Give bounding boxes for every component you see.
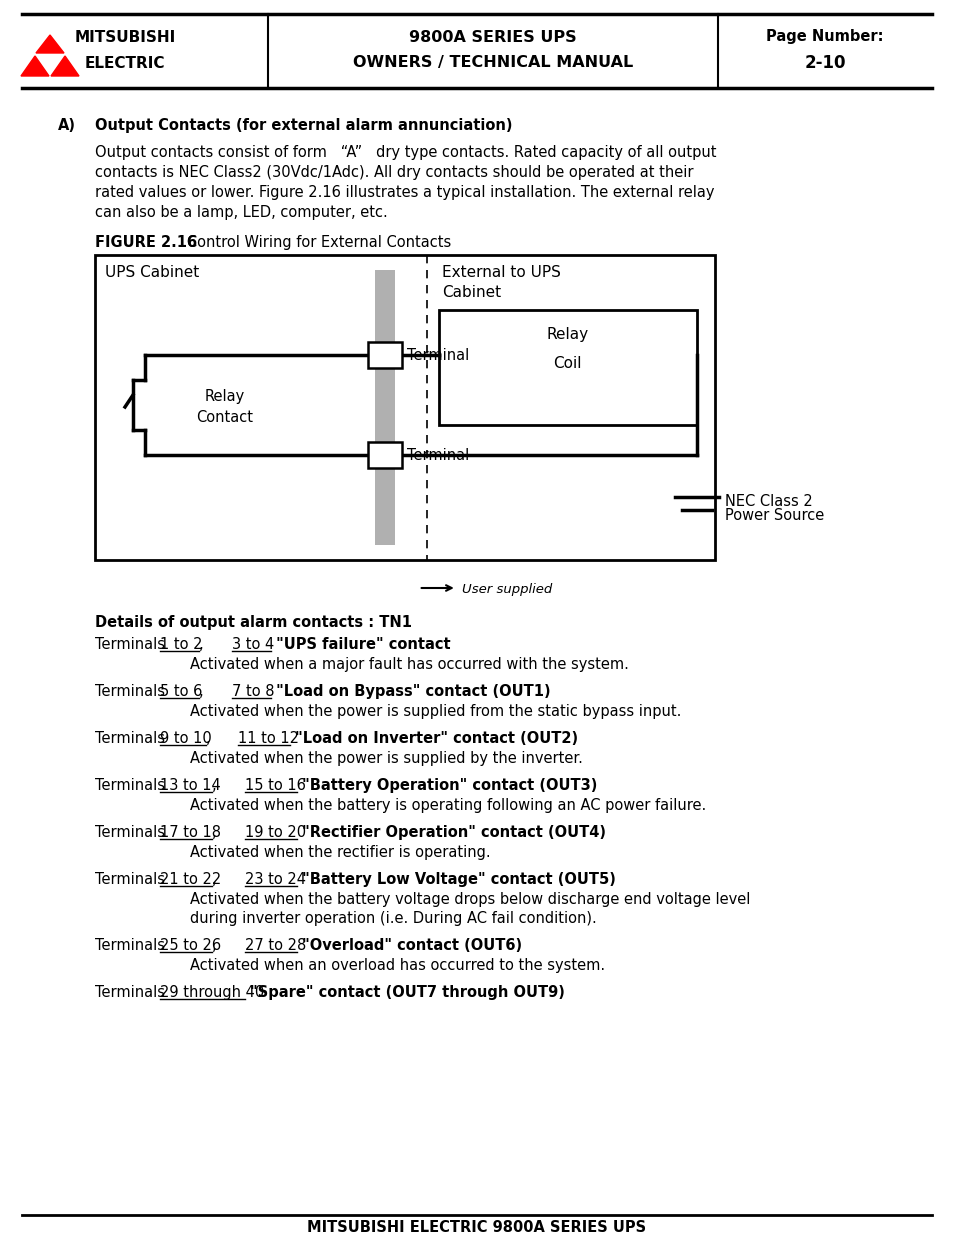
Text: 2-10: 2-10 — [803, 54, 845, 72]
Text: Terminals: Terminals — [95, 986, 170, 1000]
Text: NEC Class 2: NEC Class 2 — [724, 494, 812, 510]
Text: Activated when a major fault has occurred with the system.: Activated when a major fault has occurre… — [190, 657, 628, 672]
Text: 5 to 6: 5 to 6 — [160, 684, 202, 699]
Polygon shape — [36, 35, 64, 53]
Text: Relay: Relay — [205, 389, 245, 405]
Text: "Battery Low Voltage" contact (OUT5): "Battery Low Voltage" contact (OUT5) — [296, 872, 615, 887]
Polygon shape — [51, 56, 79, 77]
Text: Power Source: Power Source — [724, 508, 823, 522]
Text: during inverter operation (i.e. During AC fail condition).: during inverter operation (i.e. During A… — [190, 911, 597, 926]
Text: 13 to 14: 13 to 14 — [160, 778, 220, 793]
Text: Terminals: Terminals — [95, 637, 170, 652]
Text: "Rectifier Operation" contact (OUT4): "Rectifier Operation" contact (OUT4) — [296, 825, 605, 840]
Text: 19 to 20: 19 to 20 — [245, 825, 306, 840]
Text: 29 through 40: 29 through 40 — [160, 986, 264, 1000]
Text: contacts is NEC Class2 (30Vdc/1Adc). All dry contacts should be operated at thei: contacts is NEC Class2 (30Vdc/1Adc). All… — [95, 165, 693, 180]
Text: Activated when the rectifier is operating.: Activated when the rectifier is operatin… — [190, 845, 490, 860]
Text: Terminals: Terminals — [95, 825, 170, 840]
Text: Terminals: Terminals — [95, 684, 170, 699]
Text: Output contacts consist of form   “A”   dry type contacts. Rated capacity of all: Output contacts consist of form “A” dry … — [95, 144, 716, 161]
Text: Contact: Contact — [196, 410, 253, 425]
Text: ,: , — [199, 684, 222, 699]
Bar — [368, 442, 402, 468]
Text: Terminal: Terminal — [407, 447, 469, 462]
Text: "Load on Bypass" contact (OUT1): "Load on Bypass" contact (OUT1) — [271, 684, 550, 699]
Text: Activated when the power is supplied from the static bypass input.: Activated when the power is supplied fro… — [190, 704, 680, 719]
Bar — [375, 270, 395, 545]
Text: Coil: Coil — [553, 357, 581, 372]
Text: Activated when the power is supplied by the inverter.: Activated when the power is supplied by … — [190, 751, 582, 766]
Text: ,: , — [212, 939, 235, 953]
Text: "Spare" contact (OUT7 through OUT9): "Spare" contact (OUT7 through OUT9) — [245, 986, 564, 1000]
Text: Terminals: Terminals — [95, 872, 170, 887]
Text: FIGURE 2.16: FIGURE 2.16 — [95, 235, 197, 249]
Polygon shape — [21, 56, 49, 77]
Text: MITSUBISHI: MITSUBISHI — [74, 31, 175, 46]
Text: 7 to 8: 7 to 8 — [232, 684, 274, 699]
Text: 23 to 24: 23 to 24 — [245, 872, 305, 887]
Text: Terminals: Terminals — [95, 939, 170, 953]
Text: Activated when the battery voltage drops below discharge end voltage level: Activated when the battery voltage drops… — [190, 892, 750, 906]
Text: "Overload" contact (OUT6): "Overload" contact (OUT6) — [296, 939, 521, 953]
Text: 9800A SERIES UPS: 9800A SERIES UPS — [409, 31, 577, 46]
Text: Cabinet: Cabinet — [441, 285, 500, 300]
Bar — [438, 310, 697, 425]
Text: Terminals: Terminals — [95, 731, 170, 746]
Text: Page Number:: Page Number: — [765, 28, 882, 43]
Text: "UPS failure" contact: "UPS failure" contact — [271, 637, 450, 652]
Bar — [368, 342, 402, 368]
Text: MITSUBISHI ELECTRIC 9800A SERIES UPS: MITSUBISHI ELECTRIC 9800A SERIES UPS — [307, 1219, 646, 1235]
Text: 27 to 28: 27 to 28 — [245, 939, 306, 953]
Text: 17 to 18: 17 to 18 — [160, 825, 221, 840]
Text: 15 to 16: 15 to 16 — [245, 778, 305, 793]
Text: User supplied: User supplied — [461, 583, 552, 595]
Text: 21 to 22: 21 to 22 — [160, 872, 221, 887]
Text: Activated when the battery is operating following an AC power failure.: Activated when the battery is operating … — [190, 798, 705, 813]
Text: Terminals: Terminals — [95, 778, 170, 793]
Text: "Load on Inverter" contact (OUT2): "Load on Inverter" contact (OUT2) — [290, 731, 578, 746]
Text: UPS Cabinet: UPS Cabinet — [105, 266, 199, 280]
Text: ,: , — [212, 872, 235, 887]
Text: ,: , — [212, 778, 235, 793]
Text: Details of output alarm contacts : TN1: Details of output alarm contacts : TN1 — [95, 615, 412, 630]
Text: ,: , — [206, 731, 229, 746]
Text: rated values or lower. Figure 2.16 illustrates a typical installation. The exter: rated values or lower. Figure 2.16 illus… — [95, 185, 714, 200]
Text: Activated when an overload has occurred to the system.: Activated when an overload has occurred … — [190, 958, 604, 973]
Bar — [95, 254, 714, 559]
Text: External to UPS: External to UPS — [441, 266, 560, 280]
Text: 3 to 4: 3 to 4 — [232, 637, 274, 652]
Text: A): A) — [58, 119, 76, 133]
Text: Terminal: Terminal — [407, 347, 469, 363]
Text: ,: , — [199, 637, 222, 652]
Text: Output Contacts (for external alarm annunciation): Output Contacts (for external alarm annu… — [95, 119, 512, 133]
Text: Control Wiring for External Contacts: Control Wiring for External Contacts — [172, 235, 451, 249]
Text: 9 to 10: 9 to 10 — [160, 731, 212, 746]
Text: Relay: Relay — [546, 326, 588, 342]
Text: OWNERS / TECHNICAL MANUAL: OWNERS / TECHNICAL MANUAL — [353, 56, 633, 70]
Text: ,: , — [212, 825, 235, 840]
Text: "Battery Operation" contact (OUT3): "Battery Operation" contact (OUT3) — [296, 778, 597, 793]
Text: 11 to 12: 11 to 12 — [238, 731, 299, 746]
Text: 25 to 26: 25 to 26 — [160, 939, 221, 953]
Text: can also be a lamp, LED, computer, etc.: can also be a lamp, LED, computer, etc. — [95, 205, 387, 220]
Text: ELECTRIC: ELECTRIC — [85, 56, 165, 70]
Text: 1 to 2: 1 to 2 — [160, 637, 202, 652]
